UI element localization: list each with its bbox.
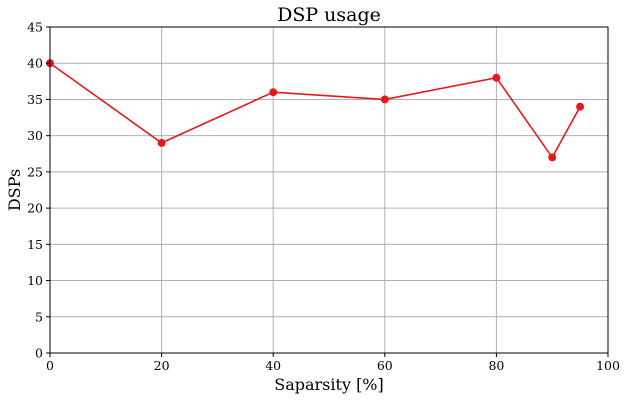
plot-frame [49, 26, 609, 354]
series-line [49, 62, 581, 159]
data-point [269, 88, 278, 97]
x-tick-label: 20 [154, 358, 170, 373]
data-point [492, 73, 501, 82]
y-axis-label: DSPs [5, 169, 24, 211]
y-tick-label: 10 [27, 273, 43, 288]
y-tick-label: 0 [35, 346, 43, 361]
y-tick-label: 45 [27, 20, 43, 35]
series-layer [46, 59, 585, 162]
x-tick-label: 80 [488, 358, 504, 373]
data-point [576, 102, 585, 111]
data-point [380, 95, 389, 104]
y-tick-label: 35 [27, 92, 43, 107]
x-tick-label: 60 [377, 358, 393, 373]
y-tick-label: 40 [27, 56, 43, 71]
chart-title: DSP usage [277, 4, 381, 26]
ticks: 0 20 40 60 80 100 0 5 10 15 20 25 30 35 40 45 [27, 20, 620, 374]
y-tick-label: 30 [27, 128, 43, 143]
y-tick-label: 5 [35, 309, 43, 324]
y-tick-label: 20 [27, 201, 43, 216]
x-tick-label: 40 [265, 358, 281, 373]
x-tick-label: 0 [46, 358, 54, 373]
x-axis-label: Saparsity [%] [274, 375, 384, 394]
y-tick-label: 15 [27, 237, 43, 252]
x-tick-label: 100 [596, 358, 620, 373]
data-point [548, 153, 557, 162]
grid [49, 26, 609, 354]
y-tick-label: 25 [27, 164, 43, 179]
data-point [157, 138, 166, 147]
